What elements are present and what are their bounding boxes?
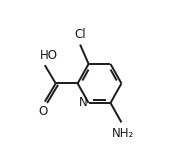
- Text: NH₂: NH₂: [112, 127, 134, 140]
- Text: HO: HO: [40, 49, 58, 62]
- Text: Cl: Cl: [74, 28, 86, 41]
- Text: O: O: [39, 105, 48, 118]
- Text: N: N: [79, 96, 87, 109]
